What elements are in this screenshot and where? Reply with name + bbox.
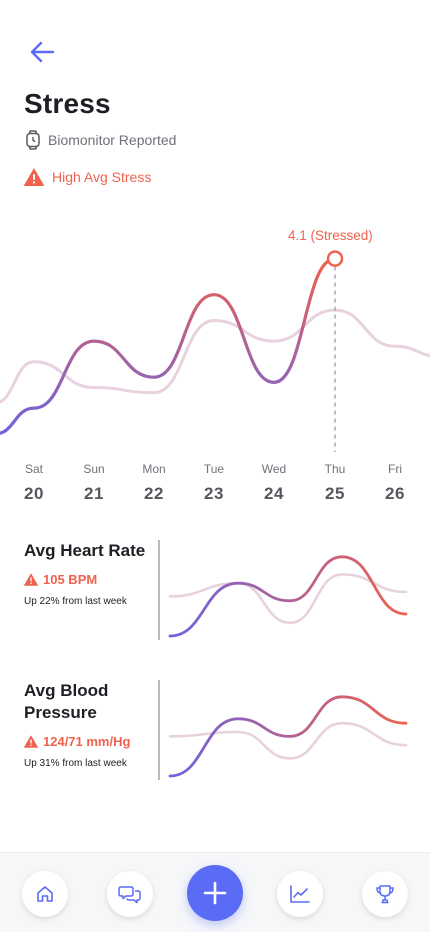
nav-trophy-button[interactable]	[362, 871, 408, 917]
day-of-week: Thu	[324, 462, 346, 476]
blood-pressure-chart	[168, 695, 408, 778]
metric-change: Up 22% from last week	[24, 596, 127, 607]
day-number: 26	[385, 484, 405, 503]
metric-heart-rate[interactable]: Avg Heart Rate 105 BPM Up 22% from last …	[0, 540, 430, 642]
source-row: Biomonitor Reported	[24, 130, 176, 150]
add-icon	[203, 881, 227, 905]
source-label: Biomonitor Reported	[48, 132, 177, 148]
day-label[interactable]: Mon 22	[124, 462, 184, 504]
warning-icon	[24, 573, 38, 586]
chat-icon	[118, 886, 141, 904]
day-label[interactable]: Fri 26	[365, 462, 425, 504]
current-series-line	[168, 695, 408, 778]
day-label[interactable]: Thu 25	[305, 462, 365, 504]
day-of-week: Mon	[142, 462, 166, 476]
alert-row: High Avg Stress	[24, 168, 151, 186]
stress-series-line	[0, 257, 337, 435]
alert-label: High Avg Stress	[52, 169, 152, 185]
divider	[158, 540, 160, 640]
day-number: 25	[325, 484, 345, 503]
day-number: 23	[204, 484, 224, 503]
arrow-left-icon	[30, 41, 55, 63]
metric-change: Up 31% from last week	[24, 758, 127, 769]
divider	[158, 680, 160, 780]
chart-icon	[290, 885, 310, 903]
day-of-week: Tue	[203, 462, 225, 476]
highlight-point	[326, 250, 344, 267]
trophy-icon	[376, 885, 394, 904]
bottom-nav	[0, 852, 430, 932]
day-number: 24	[264, 484, 284, 503]
back-button[interactable]	[24, 34, 60, 70]
nav-chart-button[interactable]	[277, 871, 323, 917]
warning-icon	[24, 168, 44, 186]
previous-series-line	[168, 721, 408, 760]
metric-value: 105 BPM	[43, 572, 98, 587]
day-label[interactable]: Sat 20	[4, 462, 64, 504]
stress-chart	[0, 250, 430, 452]
day-of-week: Sat	[24, 462, 43, 476]
page-title: Stress	[24, 88, 111, 119]
home-icon	[37, 886, 53, 902]
day-of-week: Fri	[388, 462, 402, 476]
day-of-week: Sun	[83, 462, 105, 476]
peak-label: 4.1 (Stressed)	[288, 228, 373, 243]
metric-value: 124/71 mm/Hg	[43, 734, 131, 749]
previous-series-line	[0, 308, 430, 404]
metric-title: Avg Blood Pressure	[24, 681, 109, 722]
nav-chat-button[interactable]	[107, 871, 153, 917]
day-number: 21	[84, 484, 104, 503]
day-label[interactable]: Tue 23	[184, 462, 244, 504]
day-number: 20	[24, 484, 44, 503]
heart-rate-chart	[168, 555, 408, 638]
metric-title: Avg Heart Rate	[24, 541, 146, 560]
day-number: 22	[144, 484, 164, 503]
day-of-week: Wed	[261, 462, 287, 476]
previous-series-line	[168, 573, 408, 625]
current-series-line	[168, 555, 408, 638]
add-button[interactable]	[187, 865, 243, 921]
smartwatch-icon	[26, 130, 40, 150]
day-label[interactable]: Wed 24	[244, 462, 304, 504]
metric-blood-pressure[interactable]: Avg Blood Pressure 124/71 mm/Hg Up 31% f…	[0, 680, 430, 782]
day-label[interactable]: Sun 21	[64, 462, 124, 504]
nav-home-button[interactable]	[22, 871, 68, 917]
warning-icon	[24, 735, 38, 748]
day-axis: Sat 20 Sun 21 Mon 22 Tue 23 Wed 24 Thu 25 Fri 26	[0, 462, 430, 512]
